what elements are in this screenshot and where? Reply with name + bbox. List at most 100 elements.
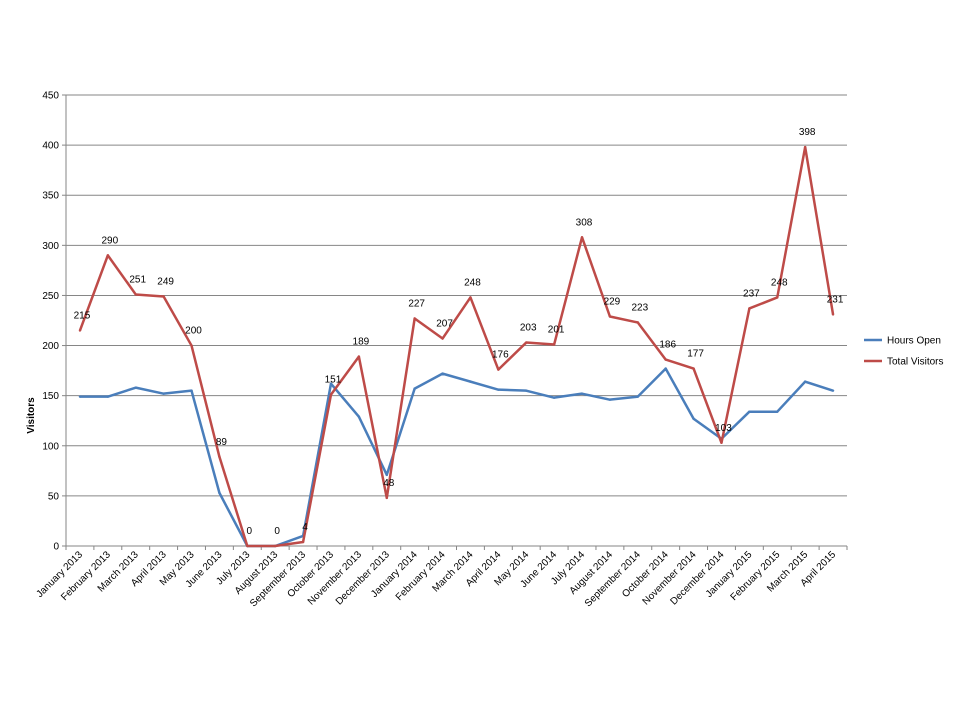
data-label: 207 xyxy=(436,319,453,330)
data-point xyxy=(664,358,667,361)
data-label: 201 xyxy=(548,325,565,336)
data-label: 151 xyxy=(325,375,342,386)
data-label: 48 xyxy=(383,478,395,489)
data-point xyxy=(776,296,779,299)
y-tick-label: 50 xyxy=(48,491,60,502)
y-tick-label: 150 xyxy=(42,391,59,402)
data-point xyxy=(134,293,137,296)
series-line-hours-open xyxy=(79,367,834,548)
data-point xyxy=(385,496,388,500)
data-point xyxy=(134,386,137,389)
y-tick-label: 200 xyxy=(42,341,59,352)
series-lines xyxy=(78,145,835,548)
data-point xyxy=(636,395,640,398)
legend-label: Total Visitors xyxy=(887,357,944,368)
data-point xyxy=(748,307,751,310)
data-point xyxy=(329,382,333,385)
data-point xyxy=(357,415,361,418)
y-tick-label: 250 xyxy=(42,291,59,302)
data-point xyxy=(469,380,472,383)
data-point xyxy=(162,295,165,298)
data-point xyxy=(441,337,444,340)
y-tick-label: 300 xyxy=(42,241,59,252)
data-point xyxy=(497,368,500,371)
data-label: 176 xyxy=(492,350,509,361)
data-point xyxy=(497,388,500,391)
data-point xyxy=(664,367,667,370)
data-point xyxy=(580,236,584,239)
data-label: 227 xyxy=(408,298,425,309)
data-point xyxy=(776,410,779,413)
data-label: 248 xyxy=(771,277,788,288)
y-axis: 0 50 100 150 200 250 300 350 400 450 xyxy=(42,91,67,553)
data-point xyxy=(525,389,528,392)
series-line-total-visitors xyxy=(78,145,835,548)
data-point xyxy=(636,321,640,324)
y-tick-label: 100 xyxy=(42,441,59,452)
data-point xyxy=(273,544,277,548)
data-label: 4 xyxy=(302,522,308,533)
data-point xyxy=(218,455,221,459)
y-tick-label: 0 xyxy=(53,542,59,553)
data-point xyxy=(831,389,835,392)
data-label: 0 xyxy=(247,526,253,537)
gridlines xyxy=(66,94,847,497)
y-axis-title: Visitors xyxy=(26,397,37,434)
data-point xyxy=(385,473,388,477)
data-label: 186 xyxy=(659,340,676,351)
data-label: 200 xyxy=(185,326,202,337)
data-label: 223 xyxy=(631,303,648,314)
data-point xyxy=(78,395,82,398)
data-label: 237 xyxy=(743,288,760,299)
data-point xyxy=(106,254,110,257)
data-label: 189 xyxy=(353,337,370,348)
data-point xyxy=(413,387,416,390)
data-label: 290 xyxy=(101,235,118,246)
data-point xyxy=(831,313,835,316)
data-point xyxy=(692,417,695,420)
data-label: 89 xyxy=(216,437,228,448)
data-point xyxy=(608,315,612,318)
data-label: 0 xyxy=(274,526,280,537)
data-point xyxy=(608,398,612,401)
data-label: 177 xyxy=(687,349,704,360)
data-label: 215 xyxy=(74,311,91,322)
data-label: 249 xyxy=(157,276,174,287)
data-label: 229 xyxy=(604,296,621,307)
data-point xyxy=(552,343,556,346)
legend-label: Hours Open xyxy=(887,336,941,347)
data-point xyxy=(803,145,807,149)
data-point xyxy=(441,372,444,375)
data-label: 203 xyxy=(520,323,537,334)
data-point xyxy=(552,396,556,399)
data-point xyxy=(580,392,584,395)
data-label: 308 xyxy=(576,217,593,228)
data-point xyxy=(803,380,807,383)
data-point xyxy=(413,317,416,320)
data-point xyxy=(78,329,82,332)
data-label: 103 xyxy=(715,423,732,434)
data-labels: 215 290 251 249 200 89 0 0 4 151 189 48 227 207 248 176… xyxy=(74,127,844,537)
data-label: 248 xyxy=(464,277,481,288)
y-tick-label: 400 xyxy=(42,141,59,152)
data-label: 231 xyxy=(827,294,844,305)
data-point xyxy=(162,392,165,395)
data-point xyxy=(525,341,528,344)
data-point xyxy=(748,410,751,413)
data-label: 398 xyxy=(799,127,816,138)
data-label: 251 xyxy=(129,274,146,285)
data-point xyxy=(692,367,695,370)
y-tick-label: 450 xyxy=(42,91,59,102)
data-point xyxy=(329,393,333,396)
data-point xyxy=(190,344,193,347)
data-point xyxy=(246,544,249,548)
y-tick-label: 350 xyxy=(42,191,59,202)
data-point xyxy=(469,296,472,299)
data-point xyxy=(301,540,305,544)
data-point xyxy=(106,395,110,398)
data-point xyxy=(720,441,723,444)
data-point xyxy=(190,389,193,392)
legend: Hours Open Total Visitors xyxy=(864,336,944,368)
